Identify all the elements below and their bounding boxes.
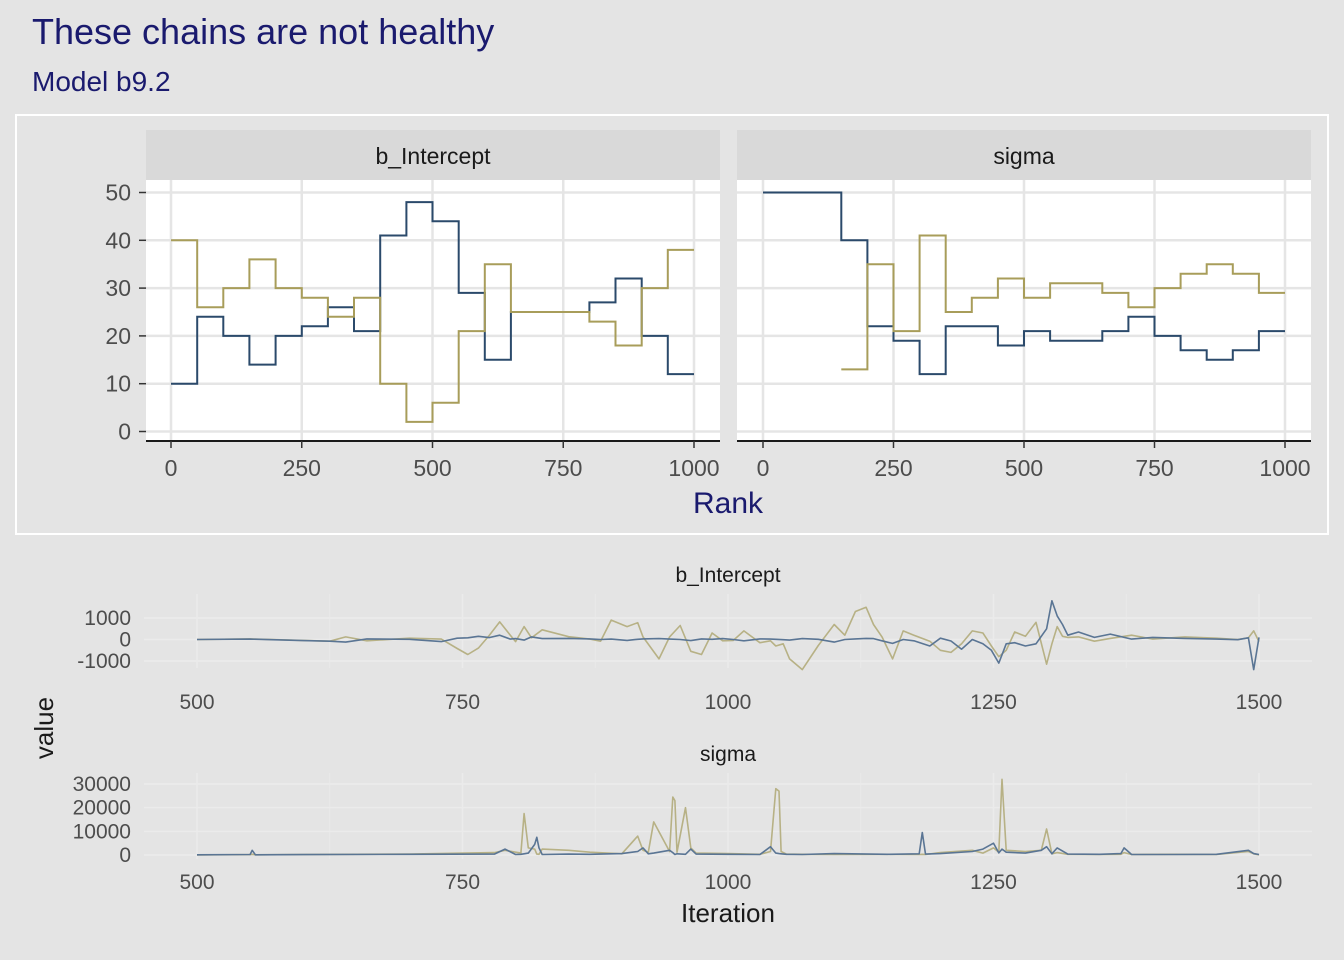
trace-x-axis-label: Iteration — [681, 898, 775, 928]
rank-x-tick-label: 500 — [1005, 455, 1043, 481]
trace-x-tick-label: 500 — [179, 691, 214, 714]
trace-x-tick-label: 750 — [445, 691, 480, 714]
trace-x-tick-label: 1000 — [705, 691, 752, 714]
rank-x-tick-label: 750 — [1135, 455, 1173, 481]
plot-title: These chains are not healthy — [32, 11, 494, 52]
plot-subtitle: Model b9.2 — [32, 66, 171, 97]
trace-y-tick-label: 0 — [119, 629, 131, 652]
rank-y-tick-label: 40 — [105, 227, 131, 253]
rank-x-axis-label: Rank — [693, 487, 764, 520]
trace-lines-b-intercept — [196, 600, 1260, 671]
rank-x-tick-label: 0 — [757, 455, 770, 481]
trace-y-axis-label: value — [29, 697, 59, 759]
rank-x-tick-label: 500 — [413, 455, 451, 481]
trace-chain-2-line — [196, 778, 1260, 856]
trace-x-tick-label: 500 — [179, 871, 214, 894]
rank-strip-b-intercept — [146, 130, 720, 180]
rank-y-tick-label: 30 — [105, 275, 131, 301]
rank-lines-sigma — [763, 191, 1285, 376]
rank-y-tick-label: 10 — [105, 371, 131, 397]
trace-chain-1-line — [196, 600, 1260, 671]
rank-plot-border — [15, 114, 1329, 535]
trace-y-tick-label: 10000 — [73, 820, 131, 843]
rank-lines-b-intercept — [171, 201, 694, 423]
trace-grid-sigma — [144, 773, 1312, 859]
trace-strip-label-sigma: sigma — [700, 743, 756, 766]
trace-x-tick-label: 1250 — [970, 691, 1017, 714]
trace-y-tick-label: -1000 — [77, 650, 131, 673]
rank-chain-1-line — [171, 201, 694, 385]
rank-x-tick-label: 750 — [544, 455, 582, 481]
trace-y-tick-label: 0 — [119, 844, 131, 867]
rank-y-tick-label: 0 — [118, 419, 131, 445]
trace-x-tick-label: 1500 — [1236, 871, 1283, 894]
rank-strip-label-sigma: sigma — [993, 143, 1055, 169]
trace-y-tick-label: 1000 — [84, 607, 131, 630]
trace-x-tick-label: 1500 — [1236, 691, 1283, 714]
rank-chain-2-line — [171, 239, 694, 423]
rank-strip-label-b-intercept: b_Intercept — [375, 143, 491, 169]
trace-y-tick-label: 20000 — [73, 797, 131, 820]
rank-y-tick-label: 50 — [105, 180, 131, 206]
rank-grid-b-intercept — [146, 180, 720, 442]
rank-y-tick-label: 20 — [105, 323, 131, 349]
trace-y-tick-label: 30000 — [73, 773, 131, 796]
trace-x-tick-label: 1000 — [705, 871, 752, 894]
trace-chain-2-line — [196, 606, 1260, 671]
rank-x-tick-label: 0 — [165, 455, 178, 481]
rank-x-tick-label: 1000 — [1259, 455, 1310, 481]
trace-strip-label-b-intercept: b_Intercept — [675, 564, 780, 587]
rank-x-tick-label: 250 — [874, 455, 912, 481]
trace-grid-b-intercept — [144, 594, 1312, 668]
rank-x-tick-label: 250 — [283, 455, 321, 481]
trace-chain-1-line — [196, 831, 1260, 856]
rank-chain-2-line — [841, 234, 1285, 371]
trace-x-tick-label: 1250 — [970, 871, 1017, 894]
rank-strip-sigma — [737, 130, 1311, 180]
trace-x-tick-label: 750 — [445, 871, 480, 894]
rank-x-tick-label: 1000 — [668, 455, 719, 481]
trace-lines-sigma — [196, 778, 1260, 856]
